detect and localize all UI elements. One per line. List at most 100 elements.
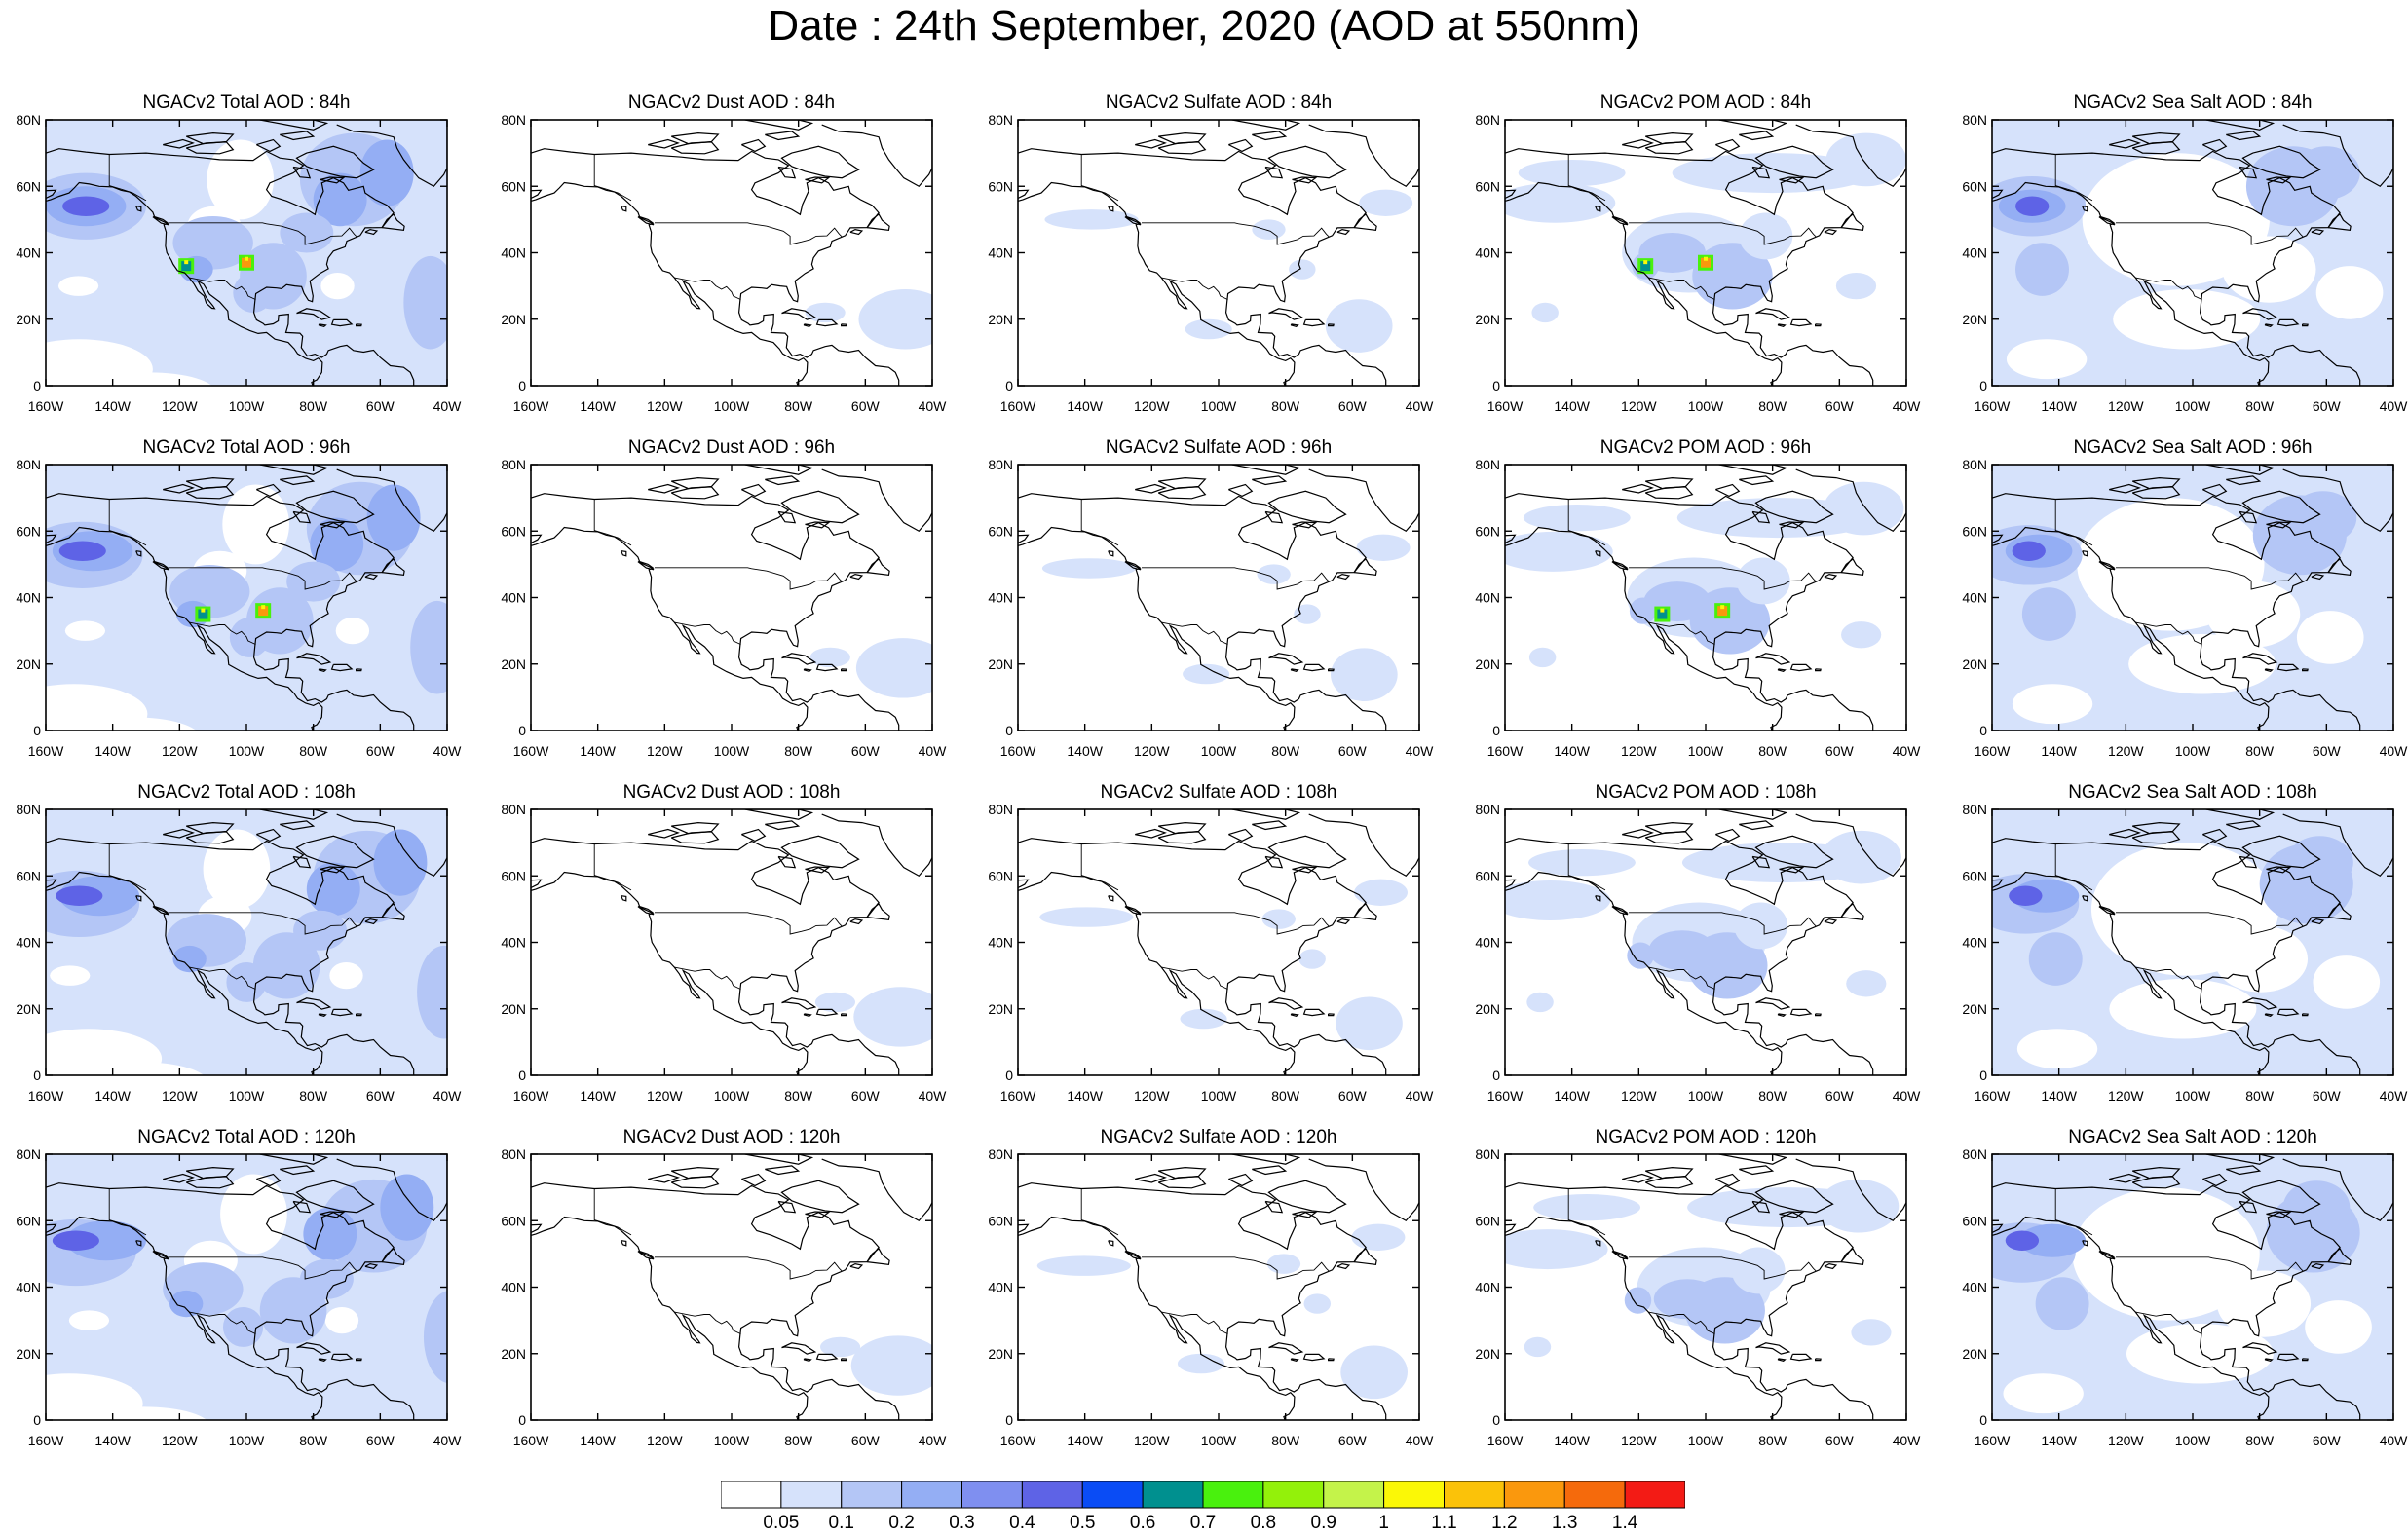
lon-tick-label: 40W <box>1893 1433 1922 1448</box>
island <box>1336 1262 1351 1270</box>
lat-tick-label: 80N <box>1962 112 1987 128</box>
island <box>2239 1200 2258 1214</box>
map-svg: 80N 60N 40N 20N 0 160W 140W 120W 100W 80W 60W 40W <box>1962 802 2408 1104</box>
island <box>1754 835 1834 869</box>
map-panel-4-3: NGACv2 Sea Salt AOD : 120h 80N 60N 40N 20N 0 1… <box>1962 1127 2408 1473</box>
lon-tick-label: 100W <box>1688 398 1724 414</box>
island <box>152 561 169 571</box>
coastline-west <box>1505 871 1783 1075</box>
border <box>108 154 147 202</box>
coastline-east <box>1505 148 1874 386</box>
lat-tick-label: 20N <box>1475 1346 1500 1362</box>
island <box>1290 1358 1299 1362</box>
lon-tick-label: 120W <box>2108 398 2144 414</box>
island <box>135 550 142 557</box>
island <box>1715 828 1741 843</box>
lon-tick-label: 160W <box>1975 1433 2011 1448</box>
panel-title: NGACv2 Sea Salt AOD : 120h <box>2068 1127 2317 1147</box>
island <box>1739 475 1775 486</box>
lat-tick-label: 0 <box>518 1068 526 1083</box>
aod-plume <box>2035 1277 2089 1330</box>
island <box>1231 809 1301 820</box>
clear-region <box>2126 1324 2274 1384</box>
island <box>1739 1165 1775 1176</box>
island <box>765 1165 801 1176</box>
colorbar-swatch <box>780 1481 843 1509</box>
island <box>259 1154 329 1165</box>
coastlines <box>531 1154 932 1420</box>
island <box>1718 809 1788 820</box>
map-panel-0-3: NGACv2 Total AOD : 120h 80N 60N 40N 20N 0 160W… <box>16 1127 530 1473</box>
island <box>1595 1240 1601 1247</box>
lat-tick-label: 20N <box>16 312 41 327</box>
aod-plume <box>2005 1230 2040 1251</box>
island <box>1268 1342 1304 1355</box>
island <box>1739 131 1775 141</box>
colorbar-swatch <box>1503 1481 1565 1509</box>
lat-tick-label: 20N <box>501 1001 526 1017</box>
island <box>2311 228 2325 236</box>
island <box>2202 483 2228 498</box>
lon-tick-label: 140W <box>1554 1088 1590 1104</box>
lat-tick-label: 0 <box>518 1412 526 1428</box>
island <box>381 902 405 920</box>
lat-tick-label: 80N <box>1475 802 1500 817</box>
aod-plume <box>1336 996 1403 1051</box>
lon-tick-label: 160W <box>1000 398 1036 414</box>
coastline-west <box>1992 181 2270 386</box>
aod-plume <box>313 172 367 227</box>
island <box>1840 557 1864 576</box>
clear-region <box>50 965 91 986</box>
aod-plume <box>1528 647 1557 668</box>
clear-region <box>46 339 153 386</box>
island <box>621 1240 627 1247</box>
border <box>655 222 843 245</box>
island <box>259 120 329 131</box>
island <box>1124 906 1142 916</box>
clear-region <box>329 961 363 990</box>
island <box>1336 228 1351 236</box>
island <box>1267 145 1347 179</box>
aod-plume <box>56 885 103 906</box>
island <box>841 323 847 327</box>
island <box>805 521 831 529</box>
aod-field <box>814 987 932 1047</box>
lat-tick-label: 60N <box>988 178 1013 194</box>
coastline-west <box>46 181 323 386</box>
coastline-east <box>1505 493 1874 731</box>
lon-tick-label: 120W <box>1134 1088 1170 1104</box>
island <box>292 510 312 524</box>
coastline-greenland <box>821 120 932 188</box>
lon-tick-label: 80W <box>299 398 328 414</box>
aod-plume <box>222 1306 264 1347</box>
aod-plume <box>1825 132 1906 187</box>
island <box>295 490 375 524</box>
island <box>1789 663 1813 672</box>
lon-tick-label: 140W <box>1554 398 1590 414</box>
lat-tick-label: 40N <box>501 1280 526 1295</box>
island <box>1252 475 1288 486</box>
border <box>655 1256 843 1280</box>
island <box>744 809 814 820</box>
aod-plume <box>1185 318 1232 340</box>
island <box>1751 855 1771 869</box>
island <box>1268 308 1304 320</box>
island <box>2276 1008 2300 1017</box>
island <box>2264 1358 2274 1362</box>
coastline-west <box>531 181 809 386</box>
lon-tick-label: 140W <box>2041 1088 2077 1104</box>
lon-tick-label: 100W <box>714 1433 750 1448</box>
lat-tick-label: 20N <box>16 1001 41 1017</box>
island <box>744 1154 814 1165</box>
hotspot-inner <box>1717 606 1728 617</box>
aod-plume <box>65 1220 146 1261</box>
lon-tick-label: 100W <box>1688 743 1724 759</box>
lat-tick-label: 80N <box>1475 1146 1500 1162</box>
lon-tick-label: 140W <box>580 398 616 414</box>
clear-region <box>57 276 99 296</box>
lat-tick-label: 40N <box>1962 935 1987 951</box>
island <box>1779 1211 1805 1218</box>
island <box>1228 828 1254 843</box>
coastlines <box>1992 809 2393 1075</box>
page-title: Date : 24th September, 2020 (AOD at 550n… <box>768 2 1640 50</box>
